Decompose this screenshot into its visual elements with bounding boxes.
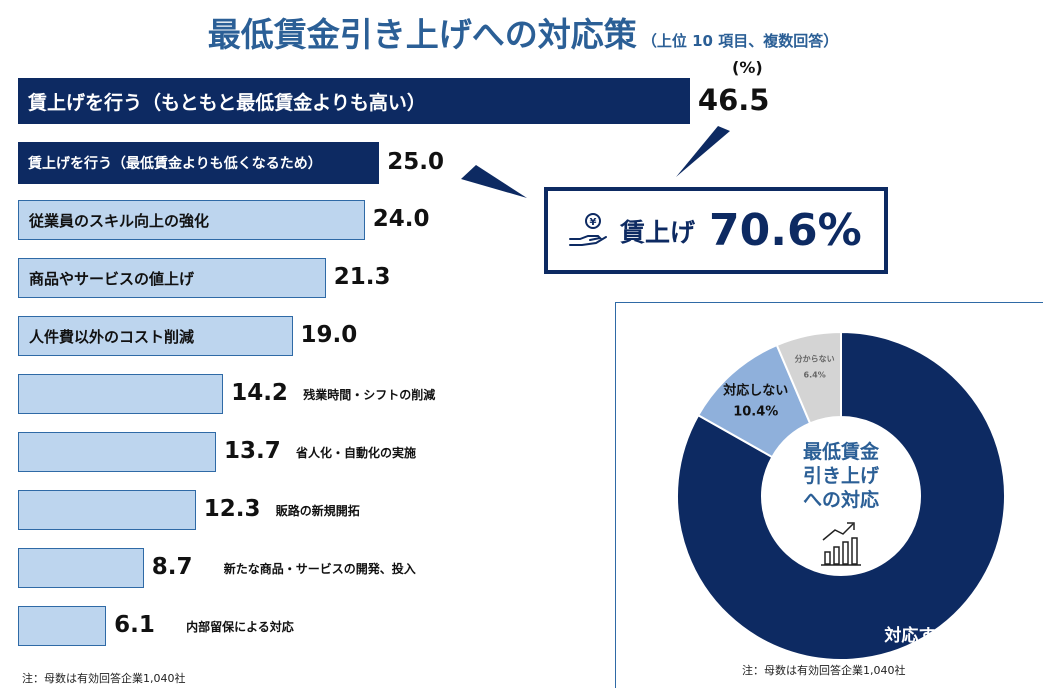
donut-chart: 対応する 83.2% 対応しない 10.4% 分からない 6.4% 最低賃金引き上げへの対応: [676, 330, 1006, 671]
bar-label-7: 省人化・自動化の実施: [295, 446, 416, 460]
callout-value: 70.6%: [709, 205, 862, 256]
donut-slice-label-1: 対応する: [883, 625, 952, 646]
bar-value-6: 14.2: [231, 380, 288, 406]
bar-2: 賃上げを行う（最低賃金よりも低くなるため）: [18, 142, 380, 184]
bar-10: [18, 606, 107, 646]
callout-pointer-lower: [461, 165, 527, 198]
bar-label-1: 賃上げを行う（もともと最低賃金よりも高い）: [28, 91, 426, 114]
bar-label-10: 内部留保による対応: [186, 620, 294, 634]
bar-chart-note: 注：母数は有効回答企業1,040社: [22, 672, 186, 685]
chart-title-block: 最低賃金引き上げへの対応策 （上位 10 項目、複数回答）: [0, 8, 1046, 56]
bar-label-6: 残業時間・シフトの削減: [303, 388, 436, 402]
bar-9: [18, 548, 144, 588]
bar-value-7: 13.7: [223, 438, 281, 464]
bar-5: 人件費以外のコスト削減: [18, 316, 293, 356]
wage-increase-callout: ¥ 賃上げ 70.6%: [544, 187, 888, 274]
bar-label-8: 販路の新規開拓: [275, 504, 360, 518]
bar-value-9: 8.7: [151, 554, 193, 580]
donut-center-text-3: への対応: [803, 488, 879, 511]
bar-value-1: 46.5: [697, 83, 770, 117]
donut-slice-3: [775, 330, 842, 425]
hand-coin-icon: ¥: [569, 212, 607, 246]
bar-label-9: 新たな商品・サービスの開発、投入: [223, 562, 416, 576]
callout-pointer-upper: [676, 126, 730, 177]
bar-label-2: 賃上げを行う（最低賃金よりも低くなるため）: [28, 156, 322, 172]
bar-value-5: 19.0: [300, 322, 358, 348]
donut-slice-label-3: 分からない: [795, 353, 835, 363]
bar-label-5: 人件費以外のコスト削減: [29, 327, 195, 346]
bar-4: 商品やサービスの値上げ: [18, 258, 326, 298]
bar-label-3: 従業員のスキル向上の強化: [29, 211, 210, 230]
unit-label: (%): [732, 58, 763, 77]
bar-6: [18, 374, 224, 414]
svg-text:¥: ¥: [590, 217, 597, 228]
bar-value-10: 6.1: [114, 612, 155, 638]
growth-chart-icon: [821, 522, 861, 566]
page-subtitle: （上位 10 項目、複数回答）: [641, 32, 839, 50]
bar-7: [18, 432, 216, 472]
callout-label: 賃上げ: [620, 217, 696, 247]
page-title: 最低賃金引き上げへの対応策: [207, 15, 637, 54]
donut-slice-value-3: 6.4%: [804, 370, 826, 379]
bar-value-8: 12.3: [203, 496, 261, 522]
donut-slice-label-2: 対応しない: [722, 382, 788, 398]
donut-chart-note: 注：母数は有効回答企業1,040社: [742, 664, 906, 677]
donut-slice-1: [676, 330, 1006, 661]
bar-value-3: 24.0: [372, 206, 430, 232]
donut-center-text-1: 最低賃金: [803, 440, 880, 463]
donut-slice-value-2: 10.4%: [733, 404, 778, 419]
donut-center-text-2: 引き上げ: [803, 465, 880, 487]
bar-1: 賃上げを行う（もともと最低賃金よりも高い）: [18, 78, 690, 124]
donut-panel: [615, 302, 1043, 688]
bar-value-2: 25.0: [387, 149, 444, 175]
bar-label-4: 商品やサービスの値上げ: [29, 269, 195, 288]
bar-value-4: 21.3: [333, 264, 391, 290]
bar-3: 従業員のスキル向上の強化: [18, 200, 365, 240]
donut-slice-value-1: 83.2%: [889, 651, 948, 671]
bar-8: [18, 490, 196, 530]
